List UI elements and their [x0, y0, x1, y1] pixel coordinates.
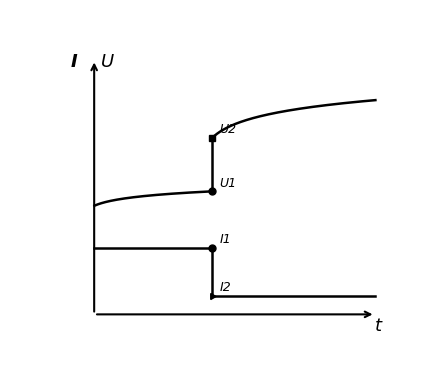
- Text: t: t: [375, 317, 382, 335]
- Text: I2: I2: [219, 281, 232, 294]
- Text: I: I: [71, 53, 77, 71]
- Text: U: U: [101, 53, 114, 71]
- Text: U2: U2: [219, 123, 237, 136]
- Text: U1: U1: [219, 177, 237, 190]
- Text: I1: I1: [219, 233, 232, 246]
